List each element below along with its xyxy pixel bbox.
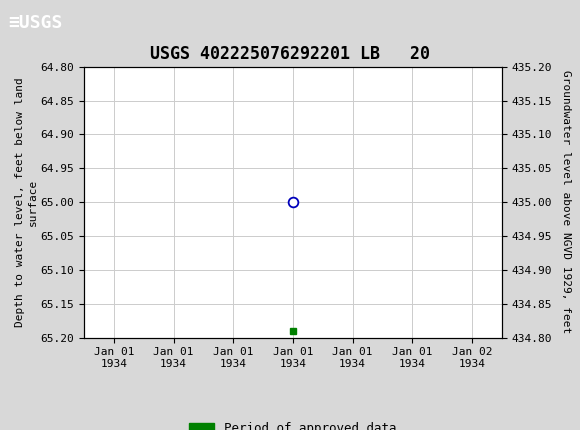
Y-axis label: Depth to water level, feet below land
surface: Depth to water level, feet below land su… (14, 77, 38, 327)
Text: ≡USGS: ≡USGS (9, 14, 63, 31)
Text: USGS 402225076292201 LB   20: USGS 402225076292201 LB 20 (150, 45, 430, 63)
Y-axis label: Groundwater level above NGVD 1929, feet: Groundwater level above NGVD 1929, feet (561, 71, 571, 334)
Legend: Period of approved data: Period of approved data (184, 417, 401, 430)
